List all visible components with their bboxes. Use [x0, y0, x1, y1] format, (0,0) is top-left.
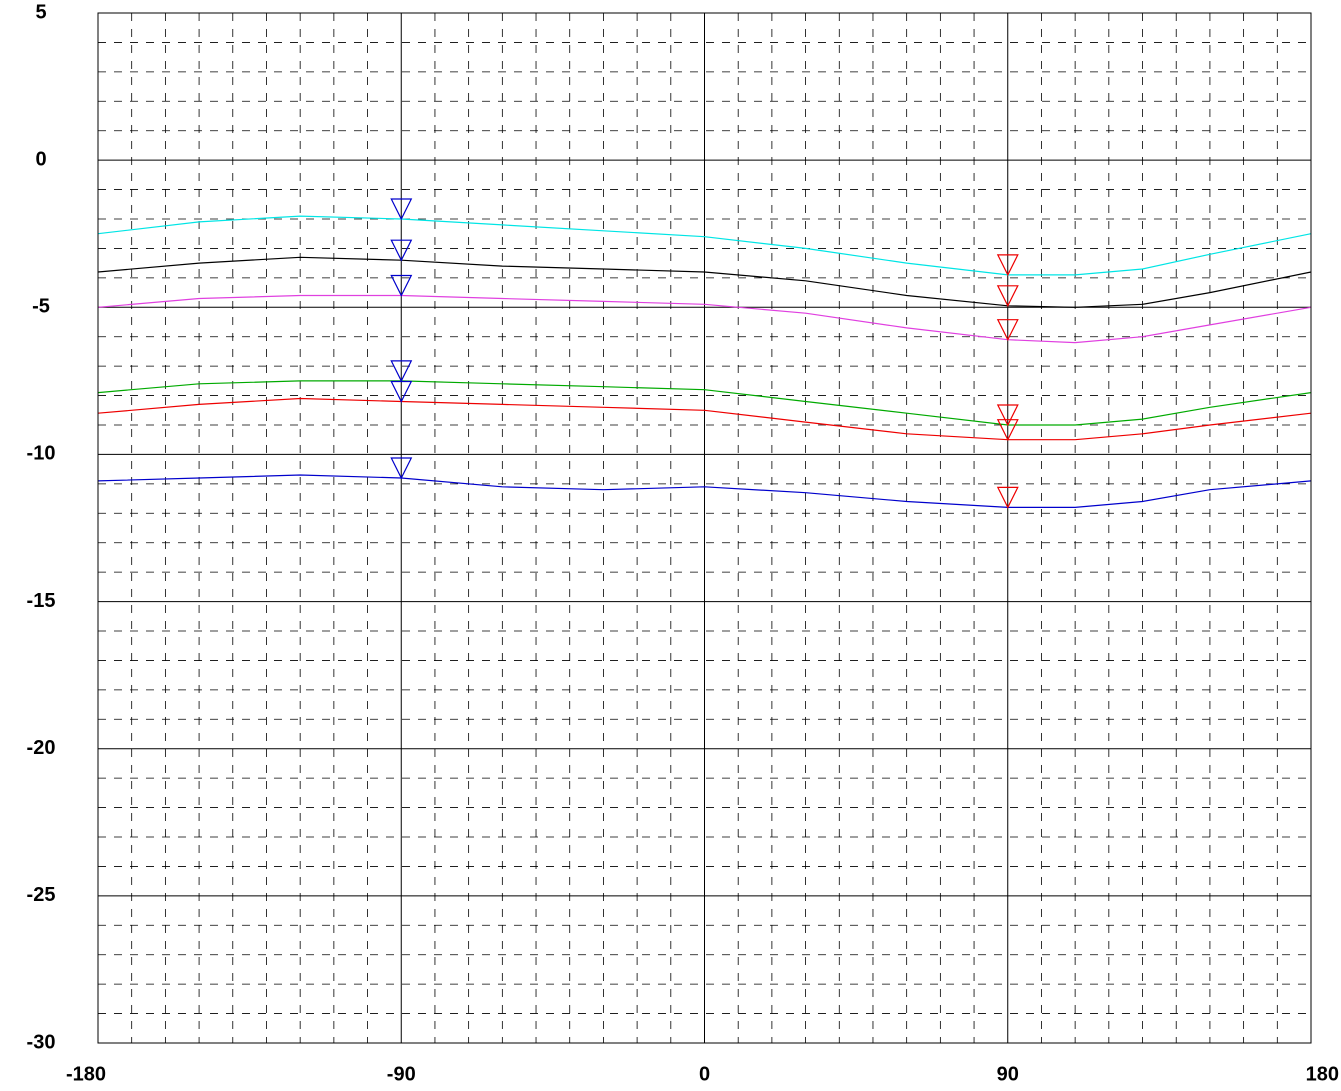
series-line-3: [97, 294, 1312, 344]
triangle-marker-10: [996, 404, 1019, 427]
x-tick-label: -90: [387, 1063, 416, 1085]
major-gridlines: [97, 12, 1312, 1044]
plot-frame: [97, 12, 1312, 1044]
y-tick-label: -5: [32, 296, 50, 318]
triangle-marker-3: [390, 274, 413, 297]
series-markers: [390, 198, 1019, 509]
y-tick-label: -20: [27, 737, 56, 759]
x-tick-label: 90: [997, 1063, 1019, 1085]
triangle-marker-9: [996, 319, 1019, 342]
x-axis-tick-labels: -180 -90 0 90 180: [66, 1063, 1339, 1085]
y-tick-label: 5: [35, 1, 46, 23]
y-tick-label: 0: [35, 148, 46, 170]
series-line-5: [97, 397, 1312, 441]
triangle-marker-6: [390, 457, 413, 480]
triangle-marker-7: [996, 254, 1019, 277]
triangle-marker-5: [390, 380, 413, 403]
y-tick-label: -15: [27, 590, 56, 612]
y-tick-label: -25: [27, 884, 56, 906]
series-lines: [97, 215, 1312, 508]
series-line-1: [97, 215, 1312, 276]
minor-gridlines: [98, 13, 1311, 1043]
triangle-marker-12: [996, 486, 1019, 509]
triangle-marker-4: [390, 360, 413, 383]
y-tick-label: -30: [27, 1031, 56, 1053]
triangle-marker-1: [390, 198, 413, 221]
x-tick-label: -180: [66, 1063, 106, 1085]
series-line-6: [97, 474, 1312, 508]
x-tick-label: 180: [1306, 1063, 1339, 1085]
x-tick-label: 0: [699, 1063, 710, 1085]
triangle-marker-11: [996, 419, 1019, 442]
series-line-4: [97, 380, 1312, 426]
y-tick-label: -10: [27, 443, 56, 465]
y-axis-tick-labels: 5 0 -5 -10 -15 -20 -25 -30: [27, 1, 56, 1053]
triangle-marker-8: [996, 285, 1019, 308]
series-line-2: [97, 256, 1312, 308]
triangle-marker-2: [390, 239, 413, 262]
